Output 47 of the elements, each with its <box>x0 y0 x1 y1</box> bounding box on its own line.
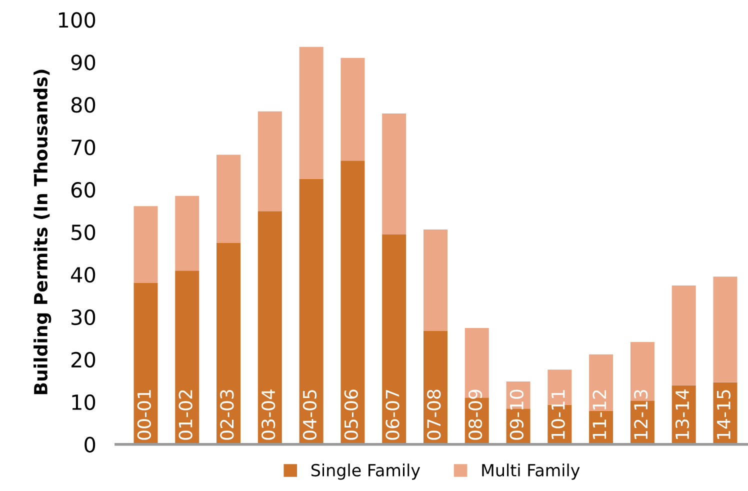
bar <box>258 211 282 444</box>
y-tick-label: 0 <box>84 436 96 453</box>
legend-label: Multi Family <box>482 464 580 480</box>
x-tick-label: 04-05 <box>302 390 317 440</box>
y-tick-label: 50 <box>72 224 96 240</box>
bar <box>216 243 241 444</box>
y-tick-label: 30 <box>72 309 96 326</box>
x-tick-label: 07-08 <box>427 390 441 440</box>
bar <box>175 270 200 444</box>
bar <box>175 196 200 271</box>
bar <box>258 111 282 212</box>
x-tick-label: 02-03 <box>220 390 234 440</box>
y-tick-label: 20 <box>72 352 96 368</box>
y-tick-label: 90 <box>71 54 96 70</box>
y-tick-label: 80 <box>71 97 96 113</box>
bar <box>340 160 365 444</box>
x-tick-label: 08-09 <box>468 390 482 440</box>
bar <box>134 282 158 444</box>
bar <box>299 46 324 179</box>
bar <box>423 330 448 444</box>
legend-label: Single Family <box>311 464 420 480</box>
bar <box>382 234 406 444</box>
y-tick-label: 40 <box>71 266 96 283</box>
y-tick-label: 10 <box>72 394 96 410</box>
bar <box>216 154 241 244</box>
x-tick-label: 05-06 <box>344 390 358 440</box>
y-tick-label: 60 <box>71 182 96 198</box>
x-tick-label: 06-07 <box>386 390 400 440</box>
bar <box>340 58 365 161</box>
x-tick-label: 03-04 <box>262 390 276 440</box>
x-tick-label: 14-15 <box>717 390 730 439</box>
x-tick-label: 01-02 <box>178 390 192 440</box>
y-axis-title: Building Permits (In Thousands) <box>34 70 52 394</box>
x-tick-label: 12-13 <box>634 390 648 439</box>
x-tick-label: 10-11 <box>551 390 565 439</box>
bar <box>672 286 696 386</box>
bar <box>382 114 406 235</box>
x-tick-label: 13-14 <box>675 390 690 439</box>
bar <box>299 178 324 444</box>
bar <box>134 206 158 283</box>
x-tick-label: 00-01 <box>137 390 151 440</box>
x-tick-label: 09-10 <box>510 390 524 440</box>
x-tick-label: 11-12 <box>592 390 606 439</box>
y-tick-label: 70 <box>72 140 96 156</box>
bar <box>423 229 448 331</box>
bar <box>713 276 738 382</box>
y-tick-label: 100 <box>59 12 96 28</box>
